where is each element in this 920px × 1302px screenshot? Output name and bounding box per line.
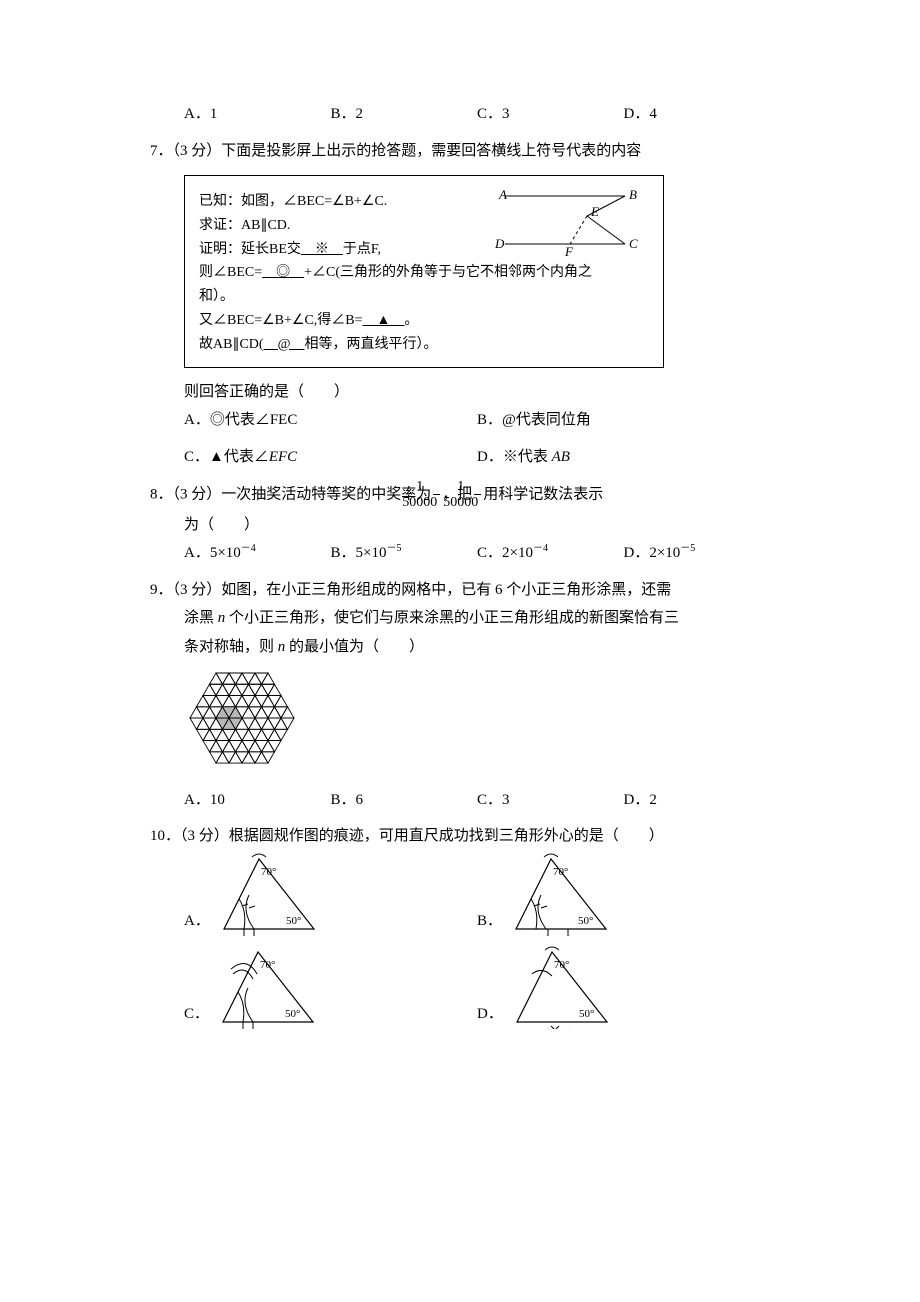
q8-stem: 8．（3 分）一次抽奖活动特等奖的中奖率为150000，把150000用科学记数… xyxy=(184,479,770,511)
triangle-b: 70° 50° xyxy=(506,851,616,936)
proof-l4a: 则∠BEC= xyxy=(199,265,262,280)
opt-c-label: C． xyxy=(184,1000,209,1029)
proof-l3b: 于点F, xyxy=(343,242,381,257)
proof-sym1: ※ xyxy=(315,242,329,257)
q7-opt-a: A．◎代表∠FEC xyxy=(184,412,297,428)
option-c: C．▲代表∠EFC xyxy=(184,443,477,472)
option-a: A．10 xyxy=(184,786,331,815)
q10-opt-a: A． 70° 50° xyxy=(184,851,477,936)
label-B: B xyxy=(629,187,637,202)
proof-line5: 和）。 xyxy=(199,285,649,309)
label-E: E xyxy=(590,204,599,219)
q9-stem3: 条对称轴，则 n 的最小值为（ ） xyxy=(184,633,770,662)
q7-proof-box: A B C D E F 已知：如图，∠BEC=∠B+∠C. 求证：AB∥CD. … xyxy=(184,175,664,368)
q10-row1: A． 70° 50° B． 70° 50° xyxy=(184,851,770,936)
option-d: D．4 xyxy=(624,100,771,129)
q9: 9．（3 分）如图，在小正三角形组成的网格中，已有 6 个小正三角形涂黑，还需 … xyxy=(150,576,770,815)
angle-70: 70° xyxy=(260,959,275,971)
option-d: D．2×10－5 xyxy=(624,539,771,568)
q10-row2: C． 70° 50° D． 70° 50° xyxy=(184,944,770,1029)
option-c: C．3 xyxy=(477,100,624,129)
q7-opts-row2: C．▲代表∠EFC D．※代表 AB xyxy=(184,443,770,472)
q10: 10．（3 分）根据圆规作图的痕迹，可用直尺成功找到三角形外心的是（ ） A． … xyxy=(150,822,770,1029)
label-D: D xyxy=(495,236,505,251)
label-F: F xyxy=(564,244,574,256)
option-a: A．5×10－4 xyxy=(184,539,331,568)
proof-l3a: 证明：延长BE交 xyxy=(199,242,301,257)
q9-hexagon xyxy=(184,669,770,780)
label-C: C xyxy=(629,236,638,251)
option-a: A．◎代表∠FEC xyxy=(184,406,477,435)
frac2-num: 1 xyxy=(474,479,481,495)
q8-stem-a: 8．（3 分）一次抽奖活动特等奖的中奖率为 xyxy=(150,486,431,502)
q8-stem-d: 为（ ） xyxy=(184,511,770,540)
opt-a-label: A． xyxy=(184,907,210,936)
hexagon-svg xyxy=(184,669,299,769)
option-b: B．6 xyxy=(331,786,478,815)
options-row: A．1 B．2 C．3 D．4 xyxy=(184,100,770,129)
q10-opt-b: B． 70° 50° xyxy=(477,851,770,936)
q7-prompt: 则回答正确的是（ ） xyxy=(184,378,770,407)
q10-stem: 10．（3 分）根据圆规作图的痕迹，可用直尺成功找到三角形外心的是（ ） xyxy=(184,822,770,851)
frac1-den: 50000 xyxy=(433,495,440,510)
proof-sym3: ▲ xyxy=(377,313,391,328)
option-b: B．@代表同位角 xyxy=(477,406,770,435)
proof-l7a: 故AB∥CD( xyxy=(199,337,264,352)
q9-stem2: 涂黑 n 个小正三角形，使它们与原来涂黑的小正三角形组成的新图案恰有三 xyxy=(184,604,770,633)
opt-b-label: B． xyxy=(477,907,502,936)
frac-2: 150000 xyxy=(474,479,481,511)
angle-50: 50° xyxy=(286,915,301,927)
option-b: B．5×10－5 xyxy=(331,539,478,568)
q8-stem-c: 用科学记数法表示 xyxy=(483,486,603,502)
q9-stem1: 9．（3 分）如图，在小正三角形组成的网格中，已有 6 个小正三角形涂黑，还需 xyxy=(184,576,770,605)
triangle-a: 70° 50° xyxy=(214,851,324,936)
angle-70: 70° xyxy=(554,959,569,971)
proof-sym2: ◎ xyxy=(276,265,290,280)
frac2-den: 50000 xyxy=(474,495,481,510)
q10-opt-d: D． 70° 50° xyxy=(477,944,770,1029)
frac1-num: 1 xyxy=(433,479,440,495)
option-d: D．※代表 AB xyxy=(477,443,770,472)
proof-l6a: 又∠BEC=∠B+∠C,得∠B= xyxy=(199,313,363,328)
proof-l6b: 。 xyxy=(404,313,418,328)
q7-diagram: A B C D E F xyxy=(495,186,645,256)
q8: 8．（3 分）一次抽奖活动特等奖的中奖率为150000，把150000用科学记数… xyxy=(150,479,770,568)
option-a: A．1 xyxy=(184,100,331,129)
angle-50: 50° xyxy=(578,915,593,927)
option-c: C．3 xyxy=(477,786,624,815)
q10-opt-c: C． 70° 50° xyxy=(184,944,477,1029)
q7-opts-row1: A．◎代表∠FEC B．@代表同位角 xyxy=(184,406,770,435)
option-b: B．2 xyxy=(331,100,478,129)
proof-line6: 又∠BEC=∠B+∠C,得∠B= ▲ 。 xyxy=(199,309,649,333)
option-c: C．2×10－4 xyxy=(477,539,624,568)
proof-l7b: 相等，两直线平行）。 xyxy=(304,337,437,352)
label-A: A xyxy=(498,187,507,202)
angle-70: 70° xyxy=(553,866,568,878)
proof-l4b: +∠C(三角形的外角等于与它不相邻两个内角之 xyxy=(304,265,592,280)
frac-1: 150000 xyxy=(433,479,440,511)
triangle-d: 70° 50° xyxy=(507,944,617,1029)
proof-sym4: @ xyxy=(278,337,291,352)
q7-stem: 7．（3 分）下面是投影屏上出示的抢答题，需要回答横线上符号代表的内容 xyxy=(184,137,770,166)
opt-d-label: D． xyxy=(477,1000,503,1029)
proof-line4: 则∠BEC= ◎ +∠C(三角形的外角等于与它不相邻两个内角之 xyxy=(199,261,649,285)
option-d: D．2 xyxy=(624,786,771,815)
q6-options: A．1 B．2 C．3 D．4 xyxy=(150,100,770,129)
q8-opts: A．5×10－4 B．5×10－5 C．2×10－4 D．2×10－5 xyxy=(184,539,770,568)
q7: 7．（3 分）下面是投影屏上出示的抢答题，需要回答横线上符号代表的内容 A B … xyxy=(150,137,770,472)
q9-opts: A．10 B．6 C．3 D．2 xyxy=(184,786,770,815)
triangle-c: 70° 50° xyxy=(213,944,323,1029)
angle-50: 50° xyxy=(579,1008,594,1020)
proof-line7: 故AB∥CD( @ 相等，两直线平行）。 xyxy=(199,333,649,357)
angle-70: 70° xyxy=(261,866,276,878)
angle-50: 50° xyxy=(285,1008,300,1020)
